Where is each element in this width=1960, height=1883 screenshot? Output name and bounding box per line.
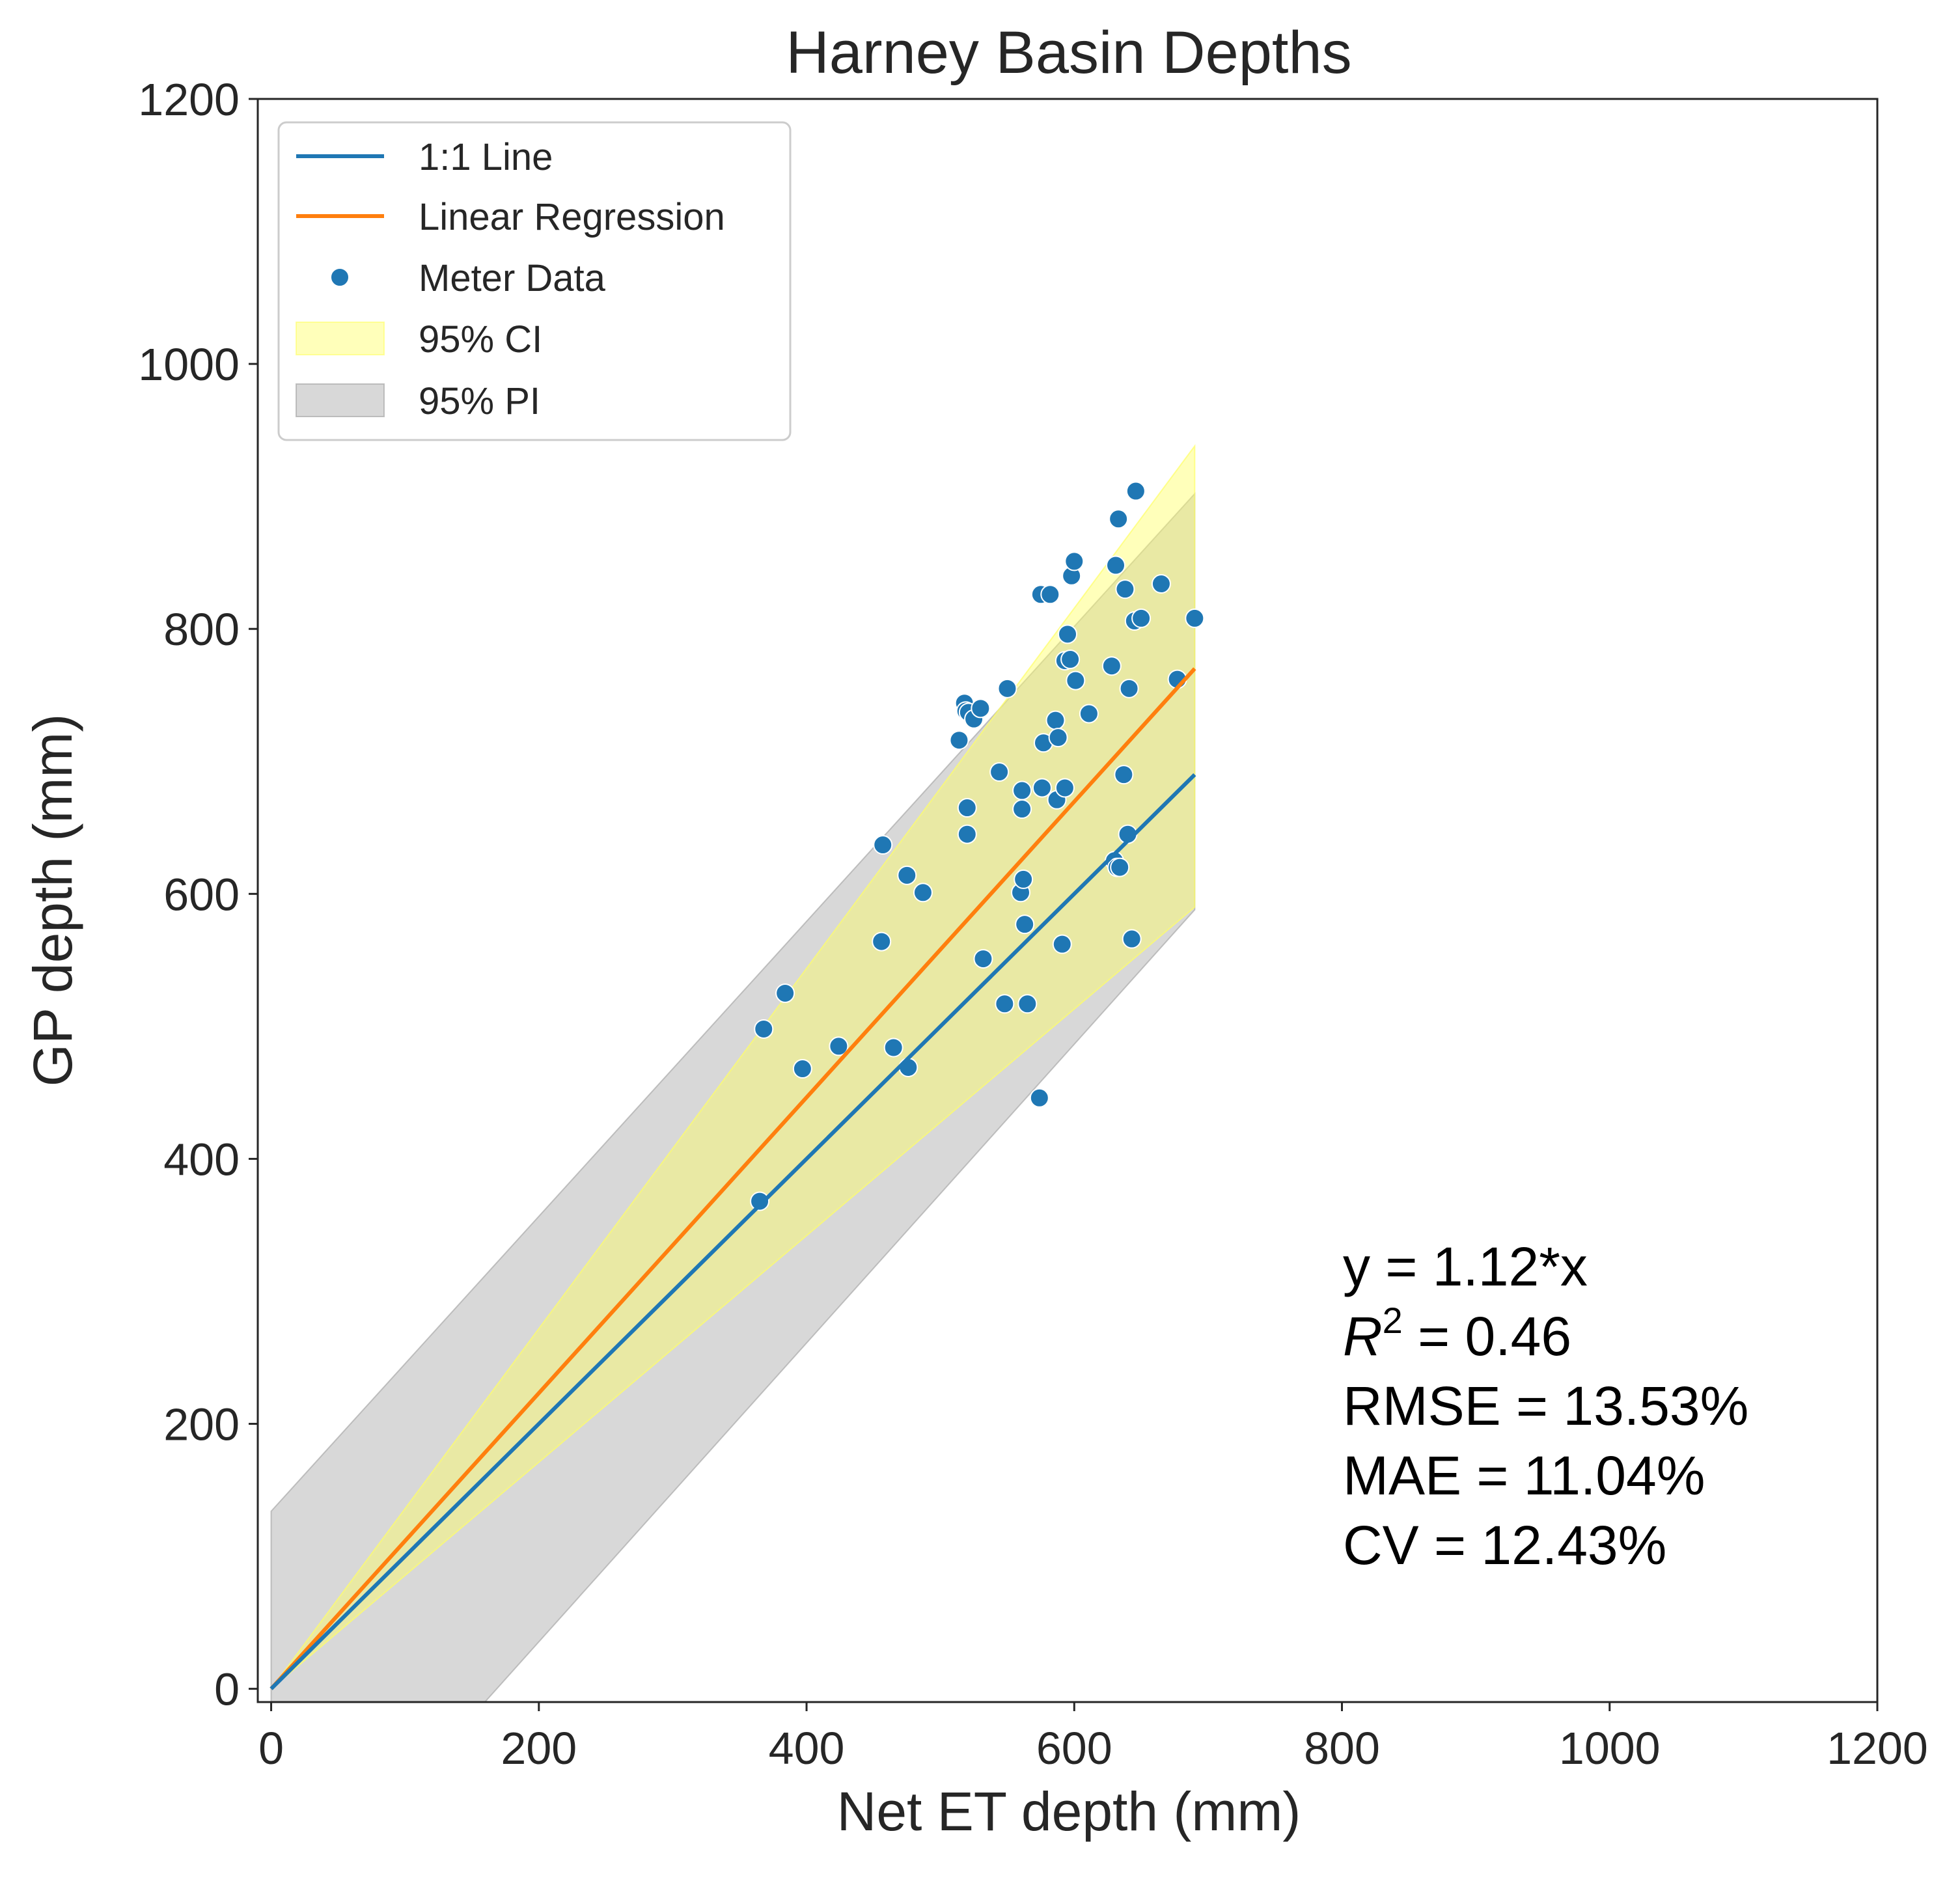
data-point xyxy=(949,730,969,750)
data-point xyxy=(1185,608,1205,628)
x-axis-ticks: 0 200 400 600 800 1000 1200 xyxy=(258,1702,1928,1774)
data-point xyxy=(995,994,1015,1014)
data-point xyxy=(1131,608,1152,628)
data-point xyxy=(750,1191,770,1211)
legend: 1:1 Line Linear Regression Meter Data 95… xyxy=(277,121,792,441)
annotation-rmse: RMSE = 13.53% xyxy=(1343,1375,1748,1436)
legend-label-1to1: 1:1 Line xyxy=(419,136,553,178)
y-axis-ticks: 0 200 400 600 800 1000 1200 xyxy=(138,74,258,1715)
annotation-r-symbol: R xyxy=(1343,1306,1383,1367)
annotation-mae: MAE = 11.04% xyxy=(1343,1445,1705,1506)
data-point xyxy=(997,678,1017,698)
x-tick-label: 1200 xyxy=(1827,1723,1928,1774)
legend-swatch-meter-data xyxy=(330,268,350,287)
data-point xyxy=(792,1059,812,1079)
data-point xyxy=(1125,481,1146,501)
annotation-r-value: = 0.46 xyxy=(1403,1306,1571,1367)
x-tick-label: 800 xyxy=(1304,1723,1380,1774)
data-point xyxy=(1079,704,1099,724)
data-point xyxy=(1058,624,1077,644)
data-point xyxy=(957,824,977,844)
data-point xyxy=(872,931,892,952)
annotation-r-squared: R2 = 0.46 xyxy=(1343,1300,1571,1367)
data-point xyxy=(1066,670,1086,691)
pi-band xyxy=(270,492,1196,1702)
data-point xyxy=(883,1038,904,1058)
data-point xyxy=(1110,857,1130,877)
data-point xyxy=(1055,778,1075,798)
data-point xyxy=(1029,1088,1049,1108)
legend-swatch-pi xyxy=(296,383,385,417)
data-point xyxy=(1101,656,1122,676)
data-point xyxy=(1040,584,1060,605)
legend-frame xyxy=(277,121,792,441)
data-point xyxy=(989,762,1010,782)
y-tick-label: 400 xyxy=(163,1134,240,1185)
data-point xyxy=(1048,728,1068,748)
data-point xyxy=(1119,678,1139,698)
y-tick-label: 1000 xyxy=(138,339,240,390)
data-point xyxy=(913,883,933,903)
data-point xyxy=(971,698,991,719)
data-point xyxy=(897,865,917,885)
data-point xyxy=(1106,555,1126,575)
data-point xyxy=(1012,799,1032,819)
stats-annotation: y = 1.12*x R2 = 0.46 RMSE = 13.53% MAE =… xyxy=(1343,1236,1748,1576)
regression-line xyxy=(269,667,1196,1690)
data-point xyxy=(1045,710,1066,730)
fit-lines xyxy=(269,667,1196,1690)
data-point xyxy=(775,983,795,1003)
data-point xyxy=(1064,551,1084,571)
legend-swatch-ci xyxy=(296,322,385,355)
data-point xyxy=(1032,778,1052,798)
legend-label-pi: 95% PI xyxy=(419,380,540,422)
data-point xyxy=(1017,994,1038,1014)
plot-frame xyxy=(256,98,1879,1703)
legend-label-regression: Linear Regression xyxy=(419,196,725,238)
x-tick-label: 0 xyxy=(258,1723,284,1774)
y-tick-label: 0 xyxy=(214,1664,240,1715)
data-point xyxy=(1114,765,1134,785)
x-tick-label: 200 xyxy=(501,1723,577,1774)
x-axis-label: Net ET depth (mm) xyxy=(837,1781,1301,1842)
data-point xyxy=(829,1036,849,1056)
x-tick-label: 1000 xyxy=(1559,1723,1661,1774)
data-point xyxy=(1014,869,1034,889)
y-axis-label: GP depth (mm) xyxy=(22,714,83,1087)
data-point xyxy=(1151,574,1171,594)
ci-band xyxy=(270,444,1196,1690)
data-point xyxy=(1109,509,1129,529)
confidence-bands xyxy=(270,444,1196,1702)
data-point xyxy=(873,835,893,855)
annotation-cv: CV = 12.43% xyxy=(1343,1515,1666,1576)
data-point xyxy=(973,949,993,969)
legend-label-meter-data: Meter Data xyxy=(419,257,606,299)
data-point xyxy=(1015,914,1035,935)
y-tick-label: 1200 xyxy=(138,74,240,125)
x-tick-label: 600 xyxy=(1036,1723,1112,1774)
one-to-one-line xyxy=(269,773,1196,1690)
meter-data-points xyxy=(750,481,1205,1211)
data-point xyxy=(1122,929,1142,949)
annotation-equation: y = 1.12*x xyxy=(1343,1236,1588,1297)
annotation-r-superscript: 2 xyxy=(1383,1300,1403,1341)
data-point xyxy=(957,798,977,818)
legend-label-ci: 95% CI xyxy=(419,318,542,361)
y-tick-label: 200 xyxy=(163,1399,240,1450)
y-tick-label: 600 xyxy=(163,869,240,920)
data-point xyxy=(1052,934,1072,954)
data-point xyxy=(1012,780,1032,801)
x-tick-label: 400 xyxy=(769,1723,845,1774)
data-point xyxy=(754,1019,774,1039)
y-tick-label: 800 xyxy=(163,604,240,655)
data-point xyxy=(1115,579,1135,599)
data-point xyxy=(1060,650,1081,670)
chart-title: Harney Basin Depths xyxy=(786,20,1351,86)
data-point xyxy=(898,1057,918,1077)
